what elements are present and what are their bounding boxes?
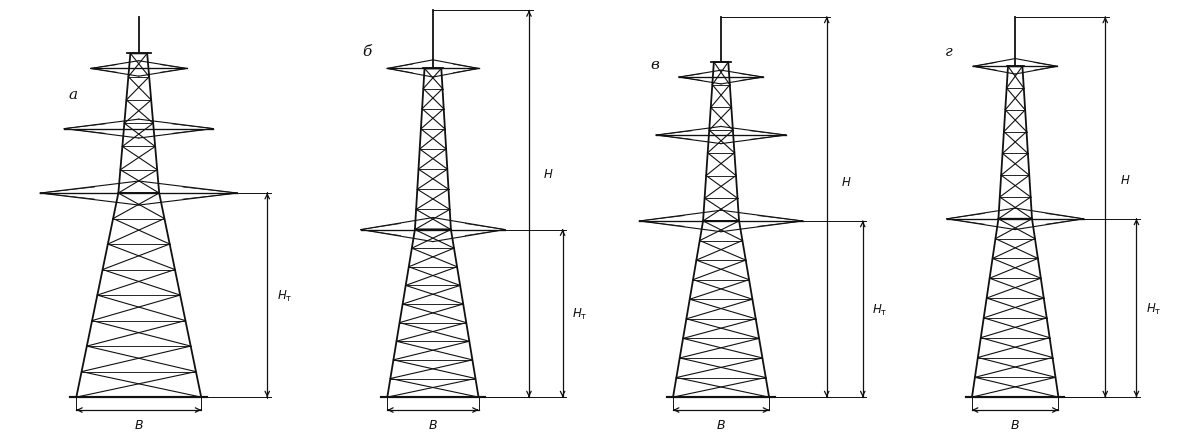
Text: $B$: $B$ xyxy=(716,418,726,431)
Text: $B$: $B$ xyxy=(133,418,144,431)
Text: $H$: $H$ xyxy=(1120,173,1130,186)
Text: $H_{\rm т}$: $H_{\rm т}$ xyxy=(276,288,292,303)
Text: в: в xyxy=(650,58,660,72)
Text: $B$: $B$ xyxy=(428,418,438,431)
Text: г: г xyxy=(945,45,953,59)
Text: б: б xyxy=(362,45,371,59)
Text: $H$: $H$ xyxy=(543,168,554,181)
Text: $H_{\rm т}$: $H_{\rm т}$ xyxy=(572,306,588,321)
Text: $B$: $B$ xyxy=(1011,418,1020,431)
Text: а: а xyxy=(69,88,77,102)
Text: $H_{\rm т}$: $H_{\rm т}$ xyxy=(1146,301,1161,316)
Text: $H_{\rm т}$: $H_{\rm т}$ xyxy=(873,302,888,317)
Text: $H$: $H$ xyxy=(841,175,852,188)
